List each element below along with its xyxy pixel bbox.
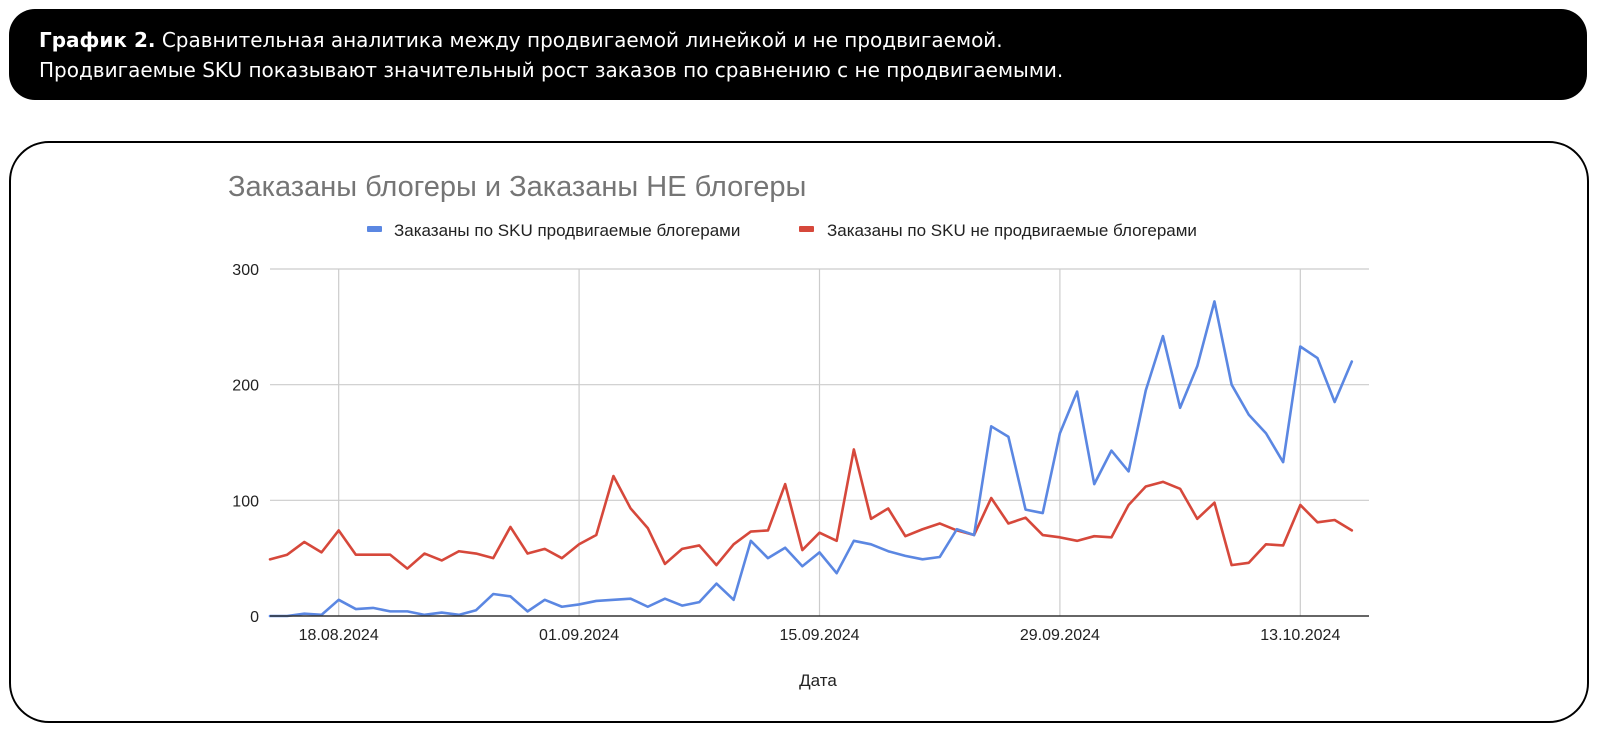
x-tick-label: 13.10.2024 bbox=[1260, 627, 1340, 644]
grid-lines bbox=[270, 268, 1369, 616]
series-lines bbox=[268, 300, 1354, 618]
caption-line-1: График 2. Сравнительная аналитика между … bbox=[39, 25, 1557, 55]
x-tick-label: 01.09.2024 bbox=[539, 627, 619, 644]
x-tick-label: 29.09.2024 bbox=[1020, 627, 1100, 644]
series-line-not-promoted bbox=[268, 448, 1354, 570]
legend-swatch-not-promoted bbox=[799, 226, 814, 232]
chart-title: Заказаны блогеры и Заказаны НЕ блогеры bbox=[228, 171, 806, 203]
legend: Заказаны по SKU продвигаемые блогерами З… bbox=[367, 221, 1197, 240]
series-line-promoted bbox=[268, 300, 1354, 618]
x-tick-label: 18.08.2024 bbox=[299, 627, 379, 644]
legend-label-promoted: Заказаны по SKU продвигаемые блогерами bbox=[394, 221, 740, 240]
y-tick-label: 300 bbox=[232, 262, 259, 279]
chart-card bbox=[9, 141, 1589, 723]
x-axis-ticks: 18.08.2024 01.09.2024 15.09.2024 29.09.2024… bbox=[299, 627, 1341, 644]
caption-text-1: Сравнительная аналитика между продвигаем… bbox=[155, 28, 1003, 52]
x-tick-label: 15.09.2024 bbox=[779, 627, 859, 644]
x-axis-label: Дата bbox=[799, 671, 837, 690]
caption-label: График 2. bbox=[39, 28, 156, 52]
legend-label-not-promoted: Заказаны по SKU не продвигаемые блогерам… bbox=[827, 221, 1197, 240]
y-tick-label: 0 bbox=[250, 609, 259, 626]
caption-box: График 2. Сравнительная аналитика между … bbox=[9, 9, 1587, 100]
y-tick-label: 100 bbox=[232, 493, 259, 510]
caption-line-2: Продвигаемые SKU показывают значительный… bbox=[39, 58, 1064, 82]
y-tick-label: 200 bbox=[232, 378, 259, 395]
legend-swatch-promoted bbox=[367, 226, 382, 232]
y-axis-ticks: 0 100 200 300 bbox=[232, 262, 259, 626]
